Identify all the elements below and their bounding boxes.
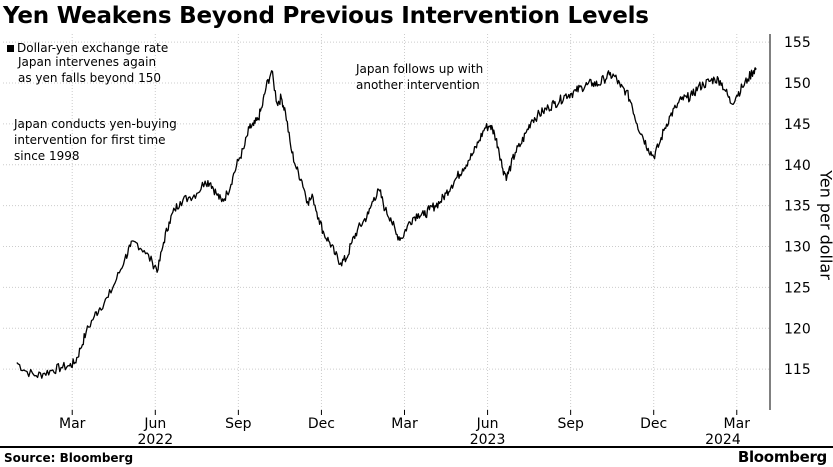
- x-tick-label: Jun: [476, 416, 499, 432]
- x-tick-label: Mar: [59, 416, 86, 432]
- annotation-line: intervention for first time: [14, 133, 166, 147]
- x-tick-label: Mar: [391, 416, 418, 432]
- x-year-label: 2023: [470, 432, 506, 448]
- y-tick-label: 150: [784, 76, 811, 92]
- x-tick-label: Dec: [308, 416, 335, 432]
- y-tick-label: 120: [784, 321, 811, 337]
- y-tick-label: 115: [784, 362, 811, 378]
- annotation-line: Japan conducts yen-buying: [14, 117, 177, 131]
- annotation-line: since 1998: [14, 149, 80, 163]
- annotation-third-intervention: Japan follows up with another interventi…: [356, 61, 483, 93]
- y-tick-label: 130: [784, 240, 811, 256]
- x-year-label: 2022: [137, 432, 173, 448]
- x-tick-label: Sep: [557, 416, 584, 432]
- y-tick-label: 155: [784, 35, 811, 51]
- y-tick-label: 140: [784, 158, 811, 174]
- chart-legend: Dollar-yen exchange rate: [7, 41, 168, 55]
- annotation-second-intervention: Japan intervenes again as yen falls beyo…: [18, 54, 161, 86]
- annotation-line: Japan follows up with: [356, 62, 484, 76]
- annotation-first-intervention: Japan conducts yen-buying intervention f…: [14, 116, 177, 164]
- x-tick-label: Sep: [225, 416, 252, 432]
- annotation-line: Japan intervenes again: [18, 55, 157, 69]
- legend-swatch: [7, 44, 14, 52]
- footer-divider: [0, 446, 833, 448]
- y-tick-label: 135: [784, 199, 811, 215]
- x-tick-label: Mar: [724, 416, 751, 432]
- chart-title: Yen Weakens Beyond Previous Intervention…: [3, 3, 649, 29]
- annotation-line: another intervention: [356, 78, 480, 92]
- x-year-label: 2024: [705, 432, 741, 448]
- x-tick-label: Dec: [640, 416, 667, 432]
- y-tick-label: 145: [784, 117, 811, 133]
- annotation-line: as yen falls beyond 150: [18, 71, 162, 85]
- series-line-usdjpy: [16, 67, 757, 379]
- brand-logo: Bloomberg: [737, 448, 827, 466]
- source-note: Source: Bloomberg: [4, 451, 134, 465]
- legend-label: Dollar-yen exchange rate: [17, 41, 169, 55]
- y-axis-label: Yen per dollar: [816, 170, 833, 280]
- x-tick-label: Jun: [143, 416, 166, 432]
- y-tick-label: 125: [784, 280, 811, 296]
